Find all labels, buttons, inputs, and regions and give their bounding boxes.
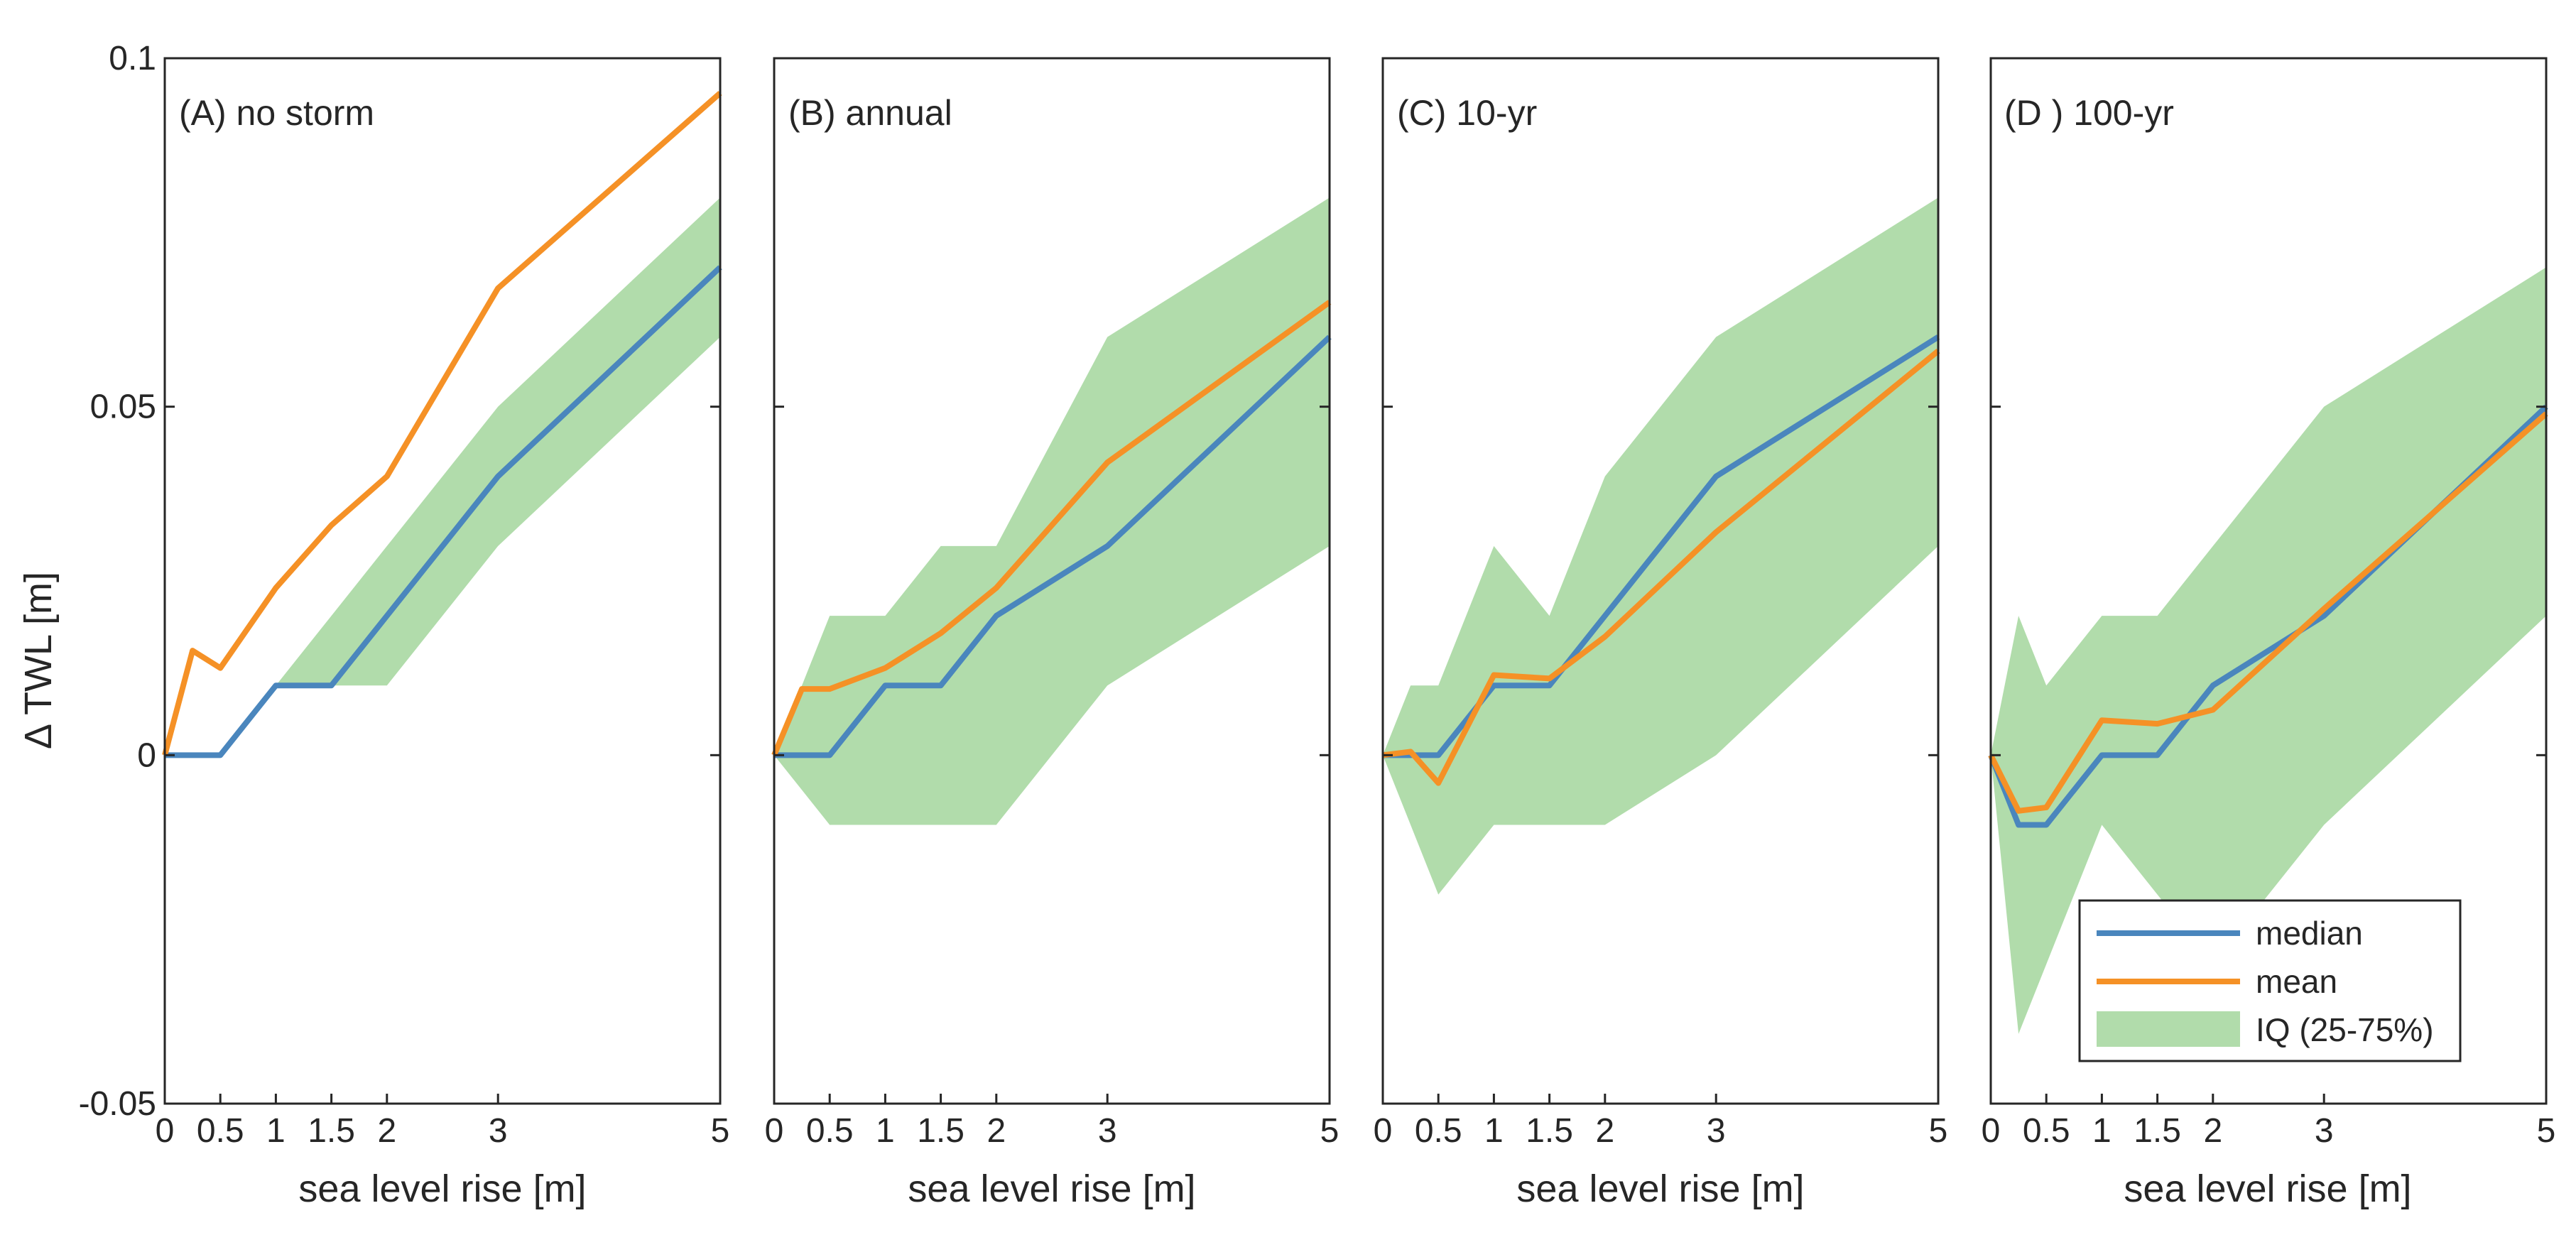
panel-a-xtick-label: 1.5 [308, 1112, 355, 1150]
panel-a-ytick-label: 0.05 [90, 388, 156, 426]
panel-c-xtick-label: 0.5 [1415, 1112, 1462, 1150]
legend-iq-swatch [2097, 1011, 2240, 1047]
panel-a-ytick-label: 0.1 [109, 40, 156, 77]
legend-label: IQ (25-75%) [2256, 1011, 2434, 1048]
panel-d: 0 0.5 1 1.5 2 3 5 (D ) 100-yr sea level rise [… [1982, 57, 2556, 1210]
panel-d-xtick-label: 0 [1982, 1112, 2001, 1150]
panel-b-xtick-label: 1 [876, 1112, 895, 1150]
panel-c-xtick-label: 0 [1374, 1112, 1393, 1150]
panel-b-median-line [774, 334, 1332, 758]
panel-d-mean-line [1988, 411, 2548, 814]
legend-label: mean [2256, 963, 2337, 1000]
panel-d-xlabel: sea level rise [m] [2124, 1168, 2411, 1210]
panel-a-axes-box [163, 57, 722, 1105]
panel-a-ytick-label: -0.05 [79, 1085, 156, 1123]
panel-a-xtick-label: 1 [266, 1112, 286, 1150]
panel-b-xtick-label: 0.5 [806, 1112, 854, 1150]
panel-a-xtick-label: 5 [711, 1112, 730, 1150]
panel-c-xtick-label: 5 [1929, 1112, 1948, 1150]
panel-a-median-line [165, 265, 722, 758]
panel-b-title: (B) annual [788, 93, 952, 133]
panel-c-xlabel: sea level rise [m] [1516, 1168, 1804, 1210]
panel-d-xtick-label: 3 [2315, 1112, 2334, 1150]
panel-a-xlabel: sea level rise [m] [298, 1168, 586, 1210]
panel-c-xtick-label: 1 [1484, 1112, 1504, 1150]
panel-b-iq-band [774, 197, 1330, 825]
panel-a-iq-band [165, 197, 720, 756]
panel-b-xtick-label: 3 [1098, 1112, 1117, 1150]
panel-b: 0 0.5 1 1.5 2 3 5 (B) annual sea level rise [m… [765, 57, 1339, 1210]
panel-b-xtick-label: 5 [1320, 1112, 1339, 1150]
panel-d-title: (D ) 100-yr [2004, 93, 2174, 133]
panel-c-xtick-label: 1.5 [1526, 1112, 1573, 1150]
panel-d-xtick-label: 1.5 [2134, 1112, 2181, 1150]
panel-a-xtick-label: 2 [377, 1112, 396, 1150]
panel-d-xtick-label: 5 [2537, 1112, 2556, 1150]
panel-b-xtick-label: 0 [765, 1112, 784, 1150]
panel-c-plot-area: 0 0.5 1 1.5 2 3 5 [1374, 57, 1948, 1150]
y-axis-label: Δ TWL [m] [17, 572, 60, 749]
panel-d-plot-area: 0 0.5 1 1.5 2 3 5 [1982, 57, 2556, 1150]
panel-c-axes-box [1381, 57, 1940, 1105]
panel-d-xtick-label: 2 [2203, 1112, 2222, 1150]
panel-c: 0 0.5 1 1.5 2 3 5 (C) 10-yr sea level rise [m] [1374, 57, 1948, 1210]
panel-c-mean-line [1382, 349, 1940, 786]
panel-d-axes-box [1989, 57, 2548, 1105]
panel-d-xtick-label: 1 [2092, 1112, 2112, 1150]
panel-c-xtick-label: 3 [1707, 1112, 1726, 1150]
panel-a-ytick-label: 0 [137, 736, 156, 774]
panel-b-axes-box [773, 57, 1331, 1105]
panel-a-xtick-label: 0.5 [197, 1112, 244, 1150]
panel-b-xtick-label: 2 [987, 1112, 1006, 1150]
panel-c-xtick-label: 2 [1595, 1112, 1614, 1150]
panel-a-mean-line [162, 91, 722, 756]
panel-a-xtick-label: 0 [156, 1112, 175, 1150]
panel-a-title: (A) no storm [179, 93, 374, 133]
legend: median mean IQ (25-75%) [2078, 899, 2462, 1062]
panel-b-plot-area: 0 0.5 1 1.5 2 3 5 [765, 57, 1339, 1150]
panel-d-xtick-label: 0.5 [2023, 1112, 2070, 1150]
panel-b-xtick-label: 1.5 [917, 1112, 964, 1150]
legend-label: median [2256, 915, 2363, 952]
y-axis-label-group: Δ TWL [m] [17, 572, 60, 749]
panel-a-xtick-label: 3 [489, 1112, 508, 1150]
panel-b-xlabel: sea level rise [m] [908, 1168, 1195, 1210]
panel-c-title: (C) 10-yr [1397, 93, 1537, 133]
panel-b-mean-line [771, 300, 1332, 756]
